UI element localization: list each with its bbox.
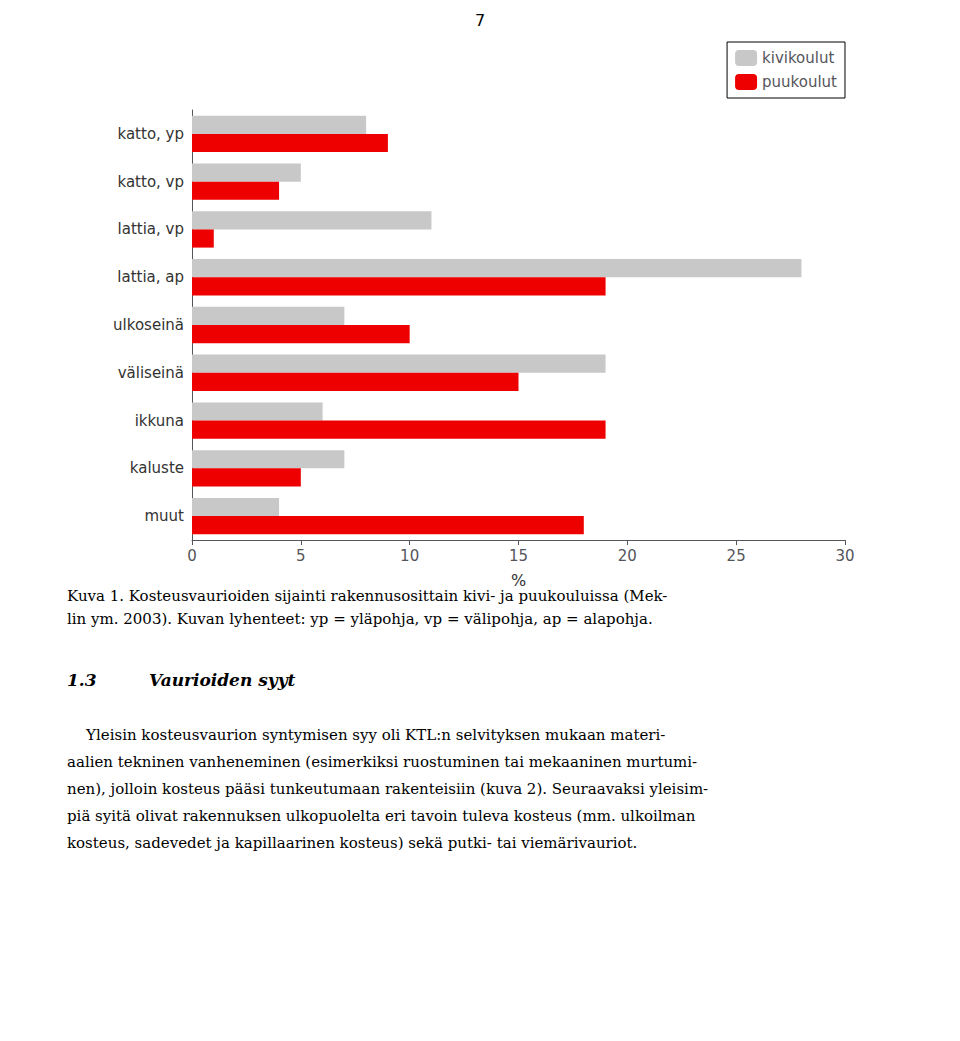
svg-text:lin ym. 2003). Kuvan lyhenteet: lin ym. 2003). Kuvan lyhenteet: yp = ylä… bbox=[67, 610, 653, 628]
svg-text:nen), jolloin kosteus pääsi tu: nen), jolloin kosteus pääsi tunkeutumaan… bbox=[67, 780, 708, 798]
svg-text:väliseinä: väliseinä bbox=[118, 364, 184, 382]
svg-text:muut: muut bbox=[144, 507, 184, 525]
svg-text:Kuva 1. Kosteusvaurioiden sija: Kuva 1. Kosteusvaurioiden sijainti raken… bbox=[67, 587, 667, 605]
svg-text:25: 25 bbox=[727, 547, 746, 565]
svg-text:lattia, ap: lattia, ap bbox=[117, 268, 184, 286]
svg-text:kivikoulut: kivikoulut bbox=[762, 49, 834, 67]
svg-text:piä syitä olivat rakennuksen u: piä syitä olivat rakennuksen ulkopuolelt… bbox=[67, 807, 696, 825]
svg-text:10: 10 bbox=[400, 547, 419, 565]
svg-text:20: 20 bbox=[618, 547, 637, 565]
svg-text:aalien tekninen vanheneminen (: aalien tekninen vanheneminen (esimerkiks… bbox=[67, 753, 697, 771]
svg-text:%: % bbox=[511, 571, 526, 590]
svg-text:puukoulut: puukoulut bbox=[762, 73, 837, 91]
svg-text:ikkuna: ikkuna bbox=[135, 412, 184, 430]
svg-text:7: 7 bbox=[475, 11, 485, 30]
svg-text:Vaurioiden syyt: Vaurioiden syyt bbox=[149, 670, 296, 690]
svg-text:5: 5 bbox=[296, 547, 306, 565]
svg-text:30: 30 bbox=[835, 547, 854, 565]
svg-text:katto, vp: katto, vp bbox=[118, 173, 185, 191]
svg-text:15: 15 bbox=[509, 547, 528, 565]
svg-text:lattia, vp: lattia, vp bbox=[118, 220, 184, 238]
svg-text:katto, yp: katto, yp bbox=[118, 125, 185, 143]
svg-text:1.3: 1.3 bbox=[67, 670, 97, 690]
svg-text:kosteus, sadevedet ja kapillaa: kosteus, sadevedet ja kapillaarinen kost… bbox=[67, 834, 637, 852]
svg-text:kaluste: kaluste bbox=[130, 459, 184, 477]
svg-text:0: 0 bbox=[187, 547, 197, 565]
svg-text:Yleisin kosteusvaurion syntymi: Yleisin kosteusvaurion syntymisen syy ol… bbox=[67, 726, 665, 744]
svg-text:ulkoseinä: ulkoseinä bbox=[113, 316, 184, 334]
